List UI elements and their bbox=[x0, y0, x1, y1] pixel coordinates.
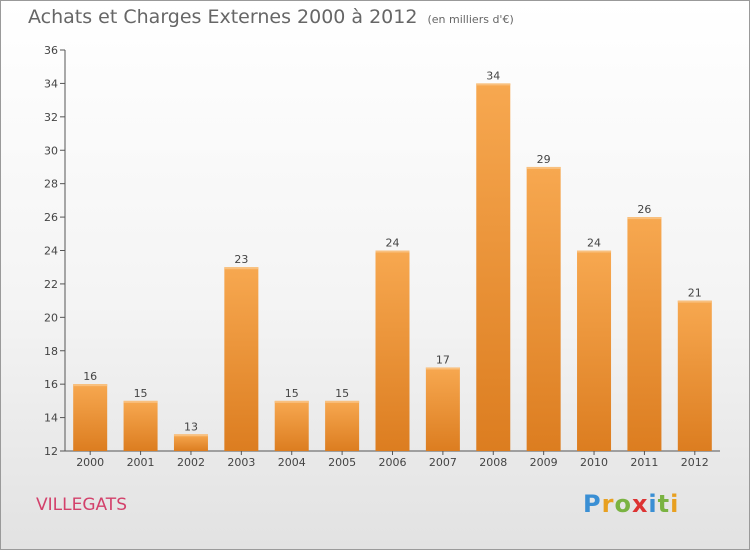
bar-2002 bbox=[173, 434, 208, 451]
logo-letter: i bbox=[670, 490, 680, 518]
logo-letter: t bbox=[657, 490, 671, 518]
bar-highlight bbox=[73, 384, 108, 387]
bar-2003 bbox=[224, 267, 259, 451]
chart-subtitle: (en milliers d'€) bbox=[427, 13, 514, 26]
bar-2000 bbox=[73, 384, 108, 451]
bars bbox=[73, 83, 712, 452]
data-label-2009: 29 bbox=[537, 153, 551, 166]
data-label-2005: 15 bbox=[335, 387, 349, 400]
data-label-2012: 21 bbox=[688, 287, 702, 300]
chart-title: Achats et Charges Externes 2000 à 2012 (e… bbox=[28, 6, 514, 28]
logo-letter: x bbox=[631, 490, 649, 518]
logo-letter: r bbox=[601, 490, 615, 518]
y-tick-label: 22 bbox=[44, 278, 58, 291]
bar-2008 bbox=[476, 83, 511, 452]
bar-highlight bbox=[577, 250, 612, 253]
bar-2009 bbox=[526, 166, 561, 452]
proxiti-logo[interactable]: Proxiti bbox=[583, 490, 679, 518]
y-tick-label: 36 bbox=[44, 44, 58, 57]
data-label-2001: 15 bbox=[134, 387, 148, 400]
bar-highlight bbox=[476, 83, 511, 86]
data-label-2002: 13 bbox=[184, 420, 198, 433]
x-tick-label: 2003 bbox=[227, 456, 255, 469]
bar-highlight bbox=[677, 300, 712, 303]
y-tick-label: 16 bbox=[44, 378, 58, 391]
y-tick-label: 28 bbox=[44, 178, 58, 191]
x-tick-label: 2005 bbox=[328, 456, 356, 469]
data-label-2003: 23 bbox=[234, 253, 248, 266]
bar-highlight bbox=[325, 400, 360, 403]
y-tick-label: 32 bbox=[44, 111, 58, 124]
bar-highlight bbox=[224, 267, 259, 270]
data-label-2007: 17 bbox=[436, 353, 450, 366]
bar-2007 bbox=[425, 367, 460, 451]
data-label-2006: 24 bbox=[386, 237, 400, 250]
x-tick-label: 2010 bbox=[580, 456, 608, 469]
x-tick-label: 2009 bbox=[530, 456, 558, 469]
x-tick-label: 2012 bbox=[681, 456, 709, 469]
data-label-2010: 24 bbox=[587, 237, 601, 250]
y-tick-label: 18 bbox=[44, 345, 58, 358]
axes: 12 14 16 18 20 22 24 26 28 30 32 34 36 2000 2001 2002 20… bbox=[44, 44, 720, 469]
bar-highlight bbox=[375, 250, 410, 253]
data-label-2000: 16 bbox=[83, 370, 97, 383]
bar-2006 bbox=[375, 250, 410, 451]
commune-name: VILLEGATS bbox=[36, 495, 127, 515]
logo-letter: i bbox=[648, 490, 658, 518]
x-tick-label: 2007 bbox=[429, 456, 457, 469]
x-tick-label: 2008 bbox=[479, 456, 507, 469]
y-tick-label: 14 bbox=[44, 412, 58, 425]
x-tick-label: 2000 bbox=[76, 456, 104, 469]
chart-title-text: Achats et Charges Externes 2000 à 2012 bbox=[28, 6, 418, 28]
y-tick-label: 30 bbox=[44, 144, 58, 157]
logo-letter: P bbox=[583, 490, 602, 518]
bar-highlight bbox=[173, 434, 208, 437]
y-tick-label: 34 bbox=[44, 77, 58, 90]
x-tick-label: 2002 bbox=[177, 456, 205, 469]
data-labels: 16 15 13 23 15 15 24 17 34 29 24 26 21 bbox=[83, 69, 702, 433]
bar-highlight bbox=[526, 166, 561, 169]
x-tick-label: 2001 bbox=[127, 456, 155, 469]
y-tick-label: 26 bbox=[44, 211, 58, 224]
x-tick-label: 2004 bbox=[278, 456, 306, 469]
y-tick-label: 24 bbox=[44, 245, 58, 258]
bar-2011 bbox=[627, 217, 662, 451]
bar-highlight bbox=[425, 367, 460, 370]
y-tick-label: 12 bbox=[44, 445, 58, 458]
logo-letter: o bbox=[614, 490, 632, 518]
x-tick-label: 2006 bbox=[379, 456, 407, 469]
bar-2012 bbox=[677, 300, 712, 451]
data-label-2004: 15 bbox=[285, 387, 299, 400]
x-tick-label: 2011 bbox=[630, 456, 658, 469]
y-tick-label: 20 bbox=[44, 311, 58, 324]
bar-highlight bbox=[274, 400, 309, 403]
bar-2005 bbox=[325, 400, 360, 451]
bar-highlight bbox=[123, 400, 158, 403]
data-label-2011: 26 bbox=[637, 203, 651, 216]
bar-highlight bbox=[627, 217, 662, 220]
data-label-2008: 34 bbox=[486, 69, 500, 82]
bar-2010 bbox=[577, 250, 612, 451]
bar-2004 bbox=[274, 400, 309, 451]
bar-2001 bbox=[123, 400, 158, 451]
